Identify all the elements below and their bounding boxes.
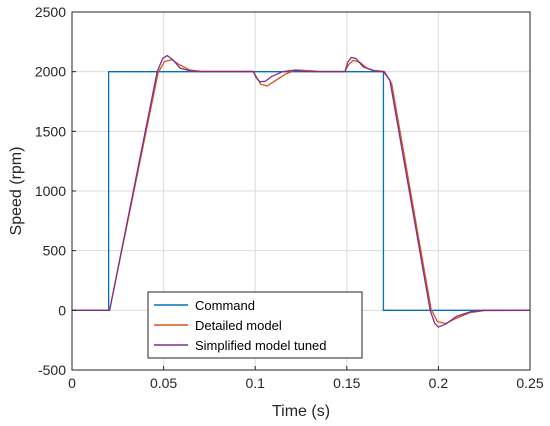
x-tick-label: 0.1 xyxy=(245,375,265,391)
legend-entry-label: Detailed model xyxy=(195,318,282,333)
x-tick-label: 0.15 xyxy=(333,375,360,391)
y-tick-label: 500 xyxy=(43,243,67,259)
y-tick-label: 0 xyxy=(58,302,66,318)
series-lines xyxy=(72,54,531,328)
y-tick-label: -500 xyxy=(38,362,66,378)
x-axis-label: Time (s) xyxy=(272,403,330,420)
series-line-2 xyxy=(72,54,530,328)
legend-entry-label: Simplified model tuned xyxy=(195,338,327,353)
y-axis-label: Speed (rpm) xyxy=(8,147,25,236)
y-tick-label: 2000 xyxy=(35,64,66,80)
x-tick-label: 0 xyxy=(68,375,76,391)
y-tick-label: 2500 xyxy=(35,4,66,20)
y-tick-label: 1500 xyxy=(35,123,66,139)
legend: Command Detailed model Simplified model tu… xyxy=(147,291,363,359)
x-tick-label: 0.05 xyxy=(150,375,177,391)
legend-entry-label: Command xyxy=(195,298,255,313)
ticks: 0 0.05 0.1 0.15 0.2 0.25-50005001000150020002… xyxy=(35,4,544,391)
x-tick-label: 0.25 xyxy=(516,375,543,391)
y-tick-label: 1000 xyxy=(35,183,66,199)
x-tick-label: 0.2 xyxy=(429,375,449,391)
